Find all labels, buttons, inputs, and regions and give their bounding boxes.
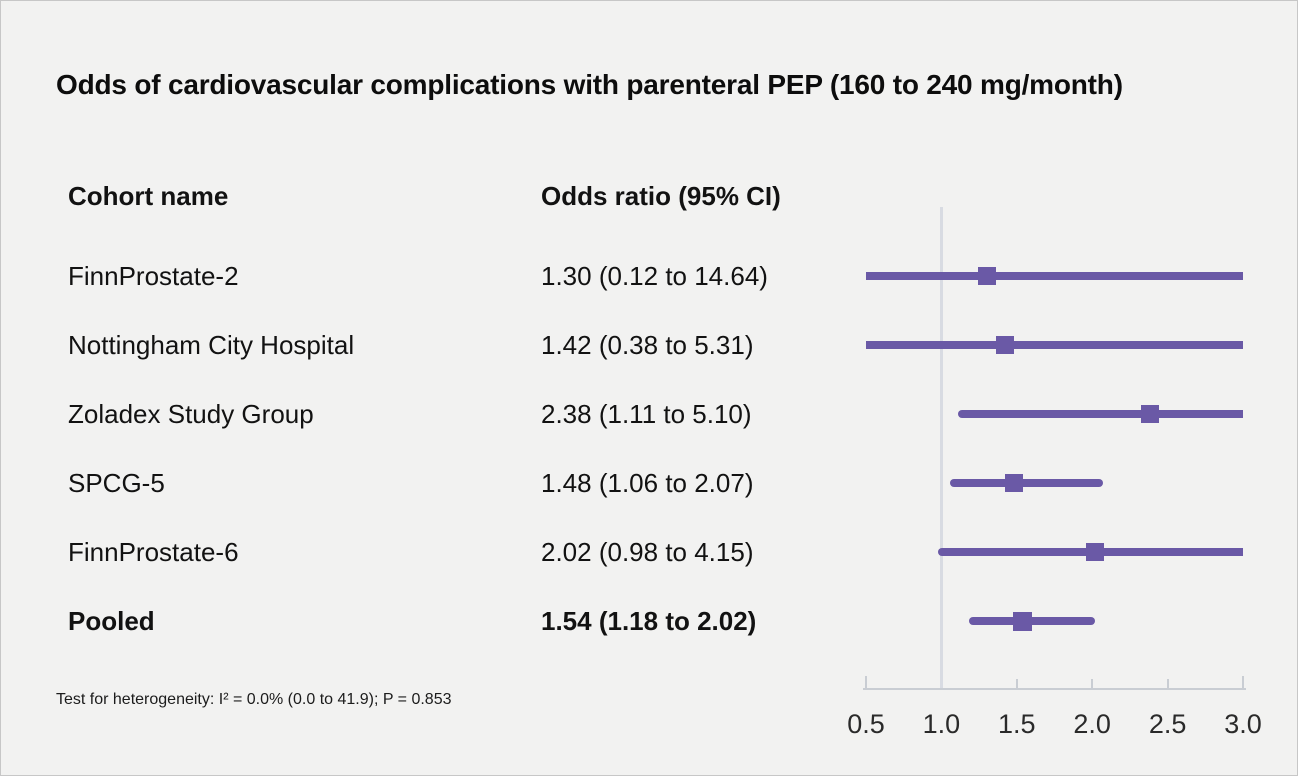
cohort-label: FinnProstate-2: [68, 261, 239, 291]
confidence-interval-line: [866, 341, 1243, 349]
heterogeneity-footnote: Test for heterogeneity: I² = 0.0% (0.0 t…: [56, 691, 452, 708]
confidence-interval-line: [866, 272, 1243, 280]
cohort-label: Zoladex Study Group: [68, 399, 314, 429]
point-estimate-marker: [977, 267, 996, 285]
table-row: Zoladex Study Group 2.38 (1.11 to 5.10): [1, 397, 861, 431]
point-estimate-marker: [1086, 543, 1105, 561]
odds-ratio-value: 2.38 (1.11 to 5.10): [541, 399, 752, 429]
axis-tick: [1015, 679, 1018, 688]
cohort-label: Nottingham City Hospital: [68, 330, 355, 360]
pooled-estimate-marker: [1013, 611, 1033, 631]
axis-tick-label: 1.0: [922, 709, 961, 739]
axis-tick-label: 2.5: [1148, 709, 1187, 739]
table-row: Nottingham City Hospital 1.42 (0.38 to 5.…: [1, 328, 861, 362]
page-title: Odds of cardiovascular complications wit…: [56, 69, 1123, 100]
cohort-label: FinnProstate-6: [68, 537, 239, 567]
odds-ratio-value: 1.48 (1.06 to 2.07): [541, 468, 754, 498]
odds-ratio-value: 1.42 (0.38 to 5.31): [541, 330, 754, 360]
column-header-odds-ratio: Odds ratio (95% CI): [541, 181, 781, 211]
axis-tick: [1091, 679, 1094, 688]
cohort-label: SPCG-5: [68, 468, 165, 498]
reference-line-or-1: [939, 207, 943, 688]
axis-tick-label: 0.5: [847, 709, 885, 739]
confidence-interval-line: [957, 410, 1243, 418]
axis-tick: [1166, 679, 1169, 688]
column-header-cohort-name: Cohort name: [68, 181, 229, 211]
table-row: FinnProstate-2 1.30 (0.12 to 14.64): [1, 259, 861, 293]
point-estimate-marker: [1004, 474, 1023, 492]
odds-ratio-value: 2.02 (0.98 to 4.15): [541, 537, 754, 567]
axis-tick-label: 3.0: [1224, 709, 1262, 739]
point-estimate-marker: [995, 336, 1014, 354]
table-row: FinnProstate-6 2.02 (0.98 to 4.15): [1, 535, 861, 569]
cohort-label: Pooled: [68, 606, 155, 636]
axis-tick-label: 1.5: [998, 709, 1036, 739]
axis-tick-label: 2.0: [1073, 709, 1111, 739]
point-estimate-marker: [1140, 405, 1159, 423]
odds-ratio-value: 1.30 (0.12 to 14.64): [541, 261, 768, 291]
axis-tick: [1242, 676, 1244, 688]
confidence-interval-line: [950, 479, 1103, 487]
odds-ratio-value: 1.54 (1.18 to 2.02): [541, 606, 757, 636]
table-row: SPCG-5 1.48 (1.06 to 2.07): [1, 466, 861, 500]
axis-baseline: [863, 688, 1246, 690]
axis-tick: [865, 676, 867, 688]
table-row: Pooled 1.54 (1.18 to 2.02): [1, 604, 861, 638]
